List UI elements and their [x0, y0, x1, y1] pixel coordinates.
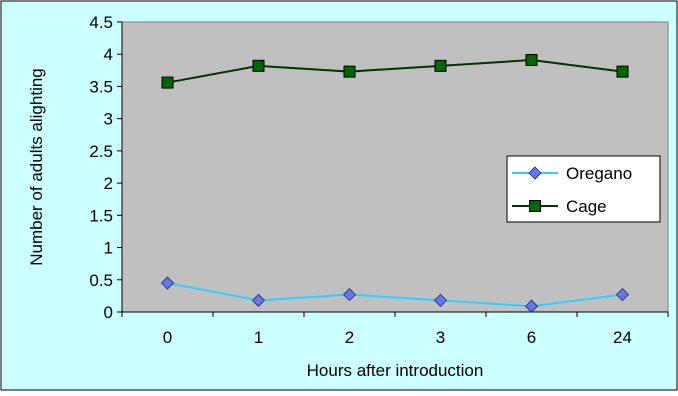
- series-oregano: [160, 276, 630, 313]
- y-axis: 0 0.5 1 1.5 2 2.5 3 3.5 4 4.5: [89, 13, 123, 322]
- data-point-square: [343, 65, 356, 78]
- data-point-diamond: [433, 293, 448, 307]
- data-point-diamond: [342, 288, 357, 302]
- y-tick-label: 2.5: [89, 142, 113, 161]
- data-point-square: [529, 200, 541, 212]
- y-tick-label: 4: [104, 45, 113, 64]
- x-tick-label: 24: [613, 328, 632, 347]
- x-axis-label: Hours after introduction: [307, 361, 484, 380]
- data-point-square: [252, 59, 265, 72]
- legend-label: Cage: [566, 197, 607, 216]
- y-tick-label: 2: [104, 174, 113, 193]
- y-tick-label: 1.5: [89, 206, 113, 225]
- y-tick-label: 4.5: [89, 13, 113, 32]
- data-point-diamond: [524, 299, 539, 313]
- data-point-diamond: [160, 276, 175, 290]
- series-line-cage: [167, 59, 623, 84]
- data-point-square: [525, 54, 538, 67]
- y-axis-label: Number of adults alighting: [27, 68, 46, 266]
- data-point-square: [616, 65, 629, 78]
- y-tick-label: 3.5: [89, 77, 113, 96]
- series-layer: [160, 54, 630, 313]
- y-tick-label: 1: [104, 239, 113, 258]
- data-point-diamond: [615, 288, 630, 302]
- data-point-diamond: [528, 166, 542, 180]
- x-tick-label: 2: [345, 328, 354, 347]
- x-tick-label: 3: [436, 328, 445, 347]
- data-point-diamond: [251, 293, 266, 307]
- x-tick-label: 0: [163, 328, 172, 347]
- legend: Oregano Cage: [506, 155, 661, 223]
- x-tick-label: 1: [254, 328, 263, 347]
- y-tick-label: 3: [104, 110, 113, 129]
- series-line-oregano: [167, 282, 623, 308]
- data-point-square: [434, 59, 447, 72]
- y-tick-label: 0: [104, 303, 113, 322]
- legend-label: Oregano: [566, 164, 632, 183]
- x-axis: 0 1 2 3 6 24: [121, 311, 669, 347]
- x-tick-label: 6: [527, 328, 536, 347]
- series-cage: [161, 54, 629, 89]
- y-tick-label: 0.5: [89, 271, 113, 290]
- data-point-square: [161, 76, 174, 89]
